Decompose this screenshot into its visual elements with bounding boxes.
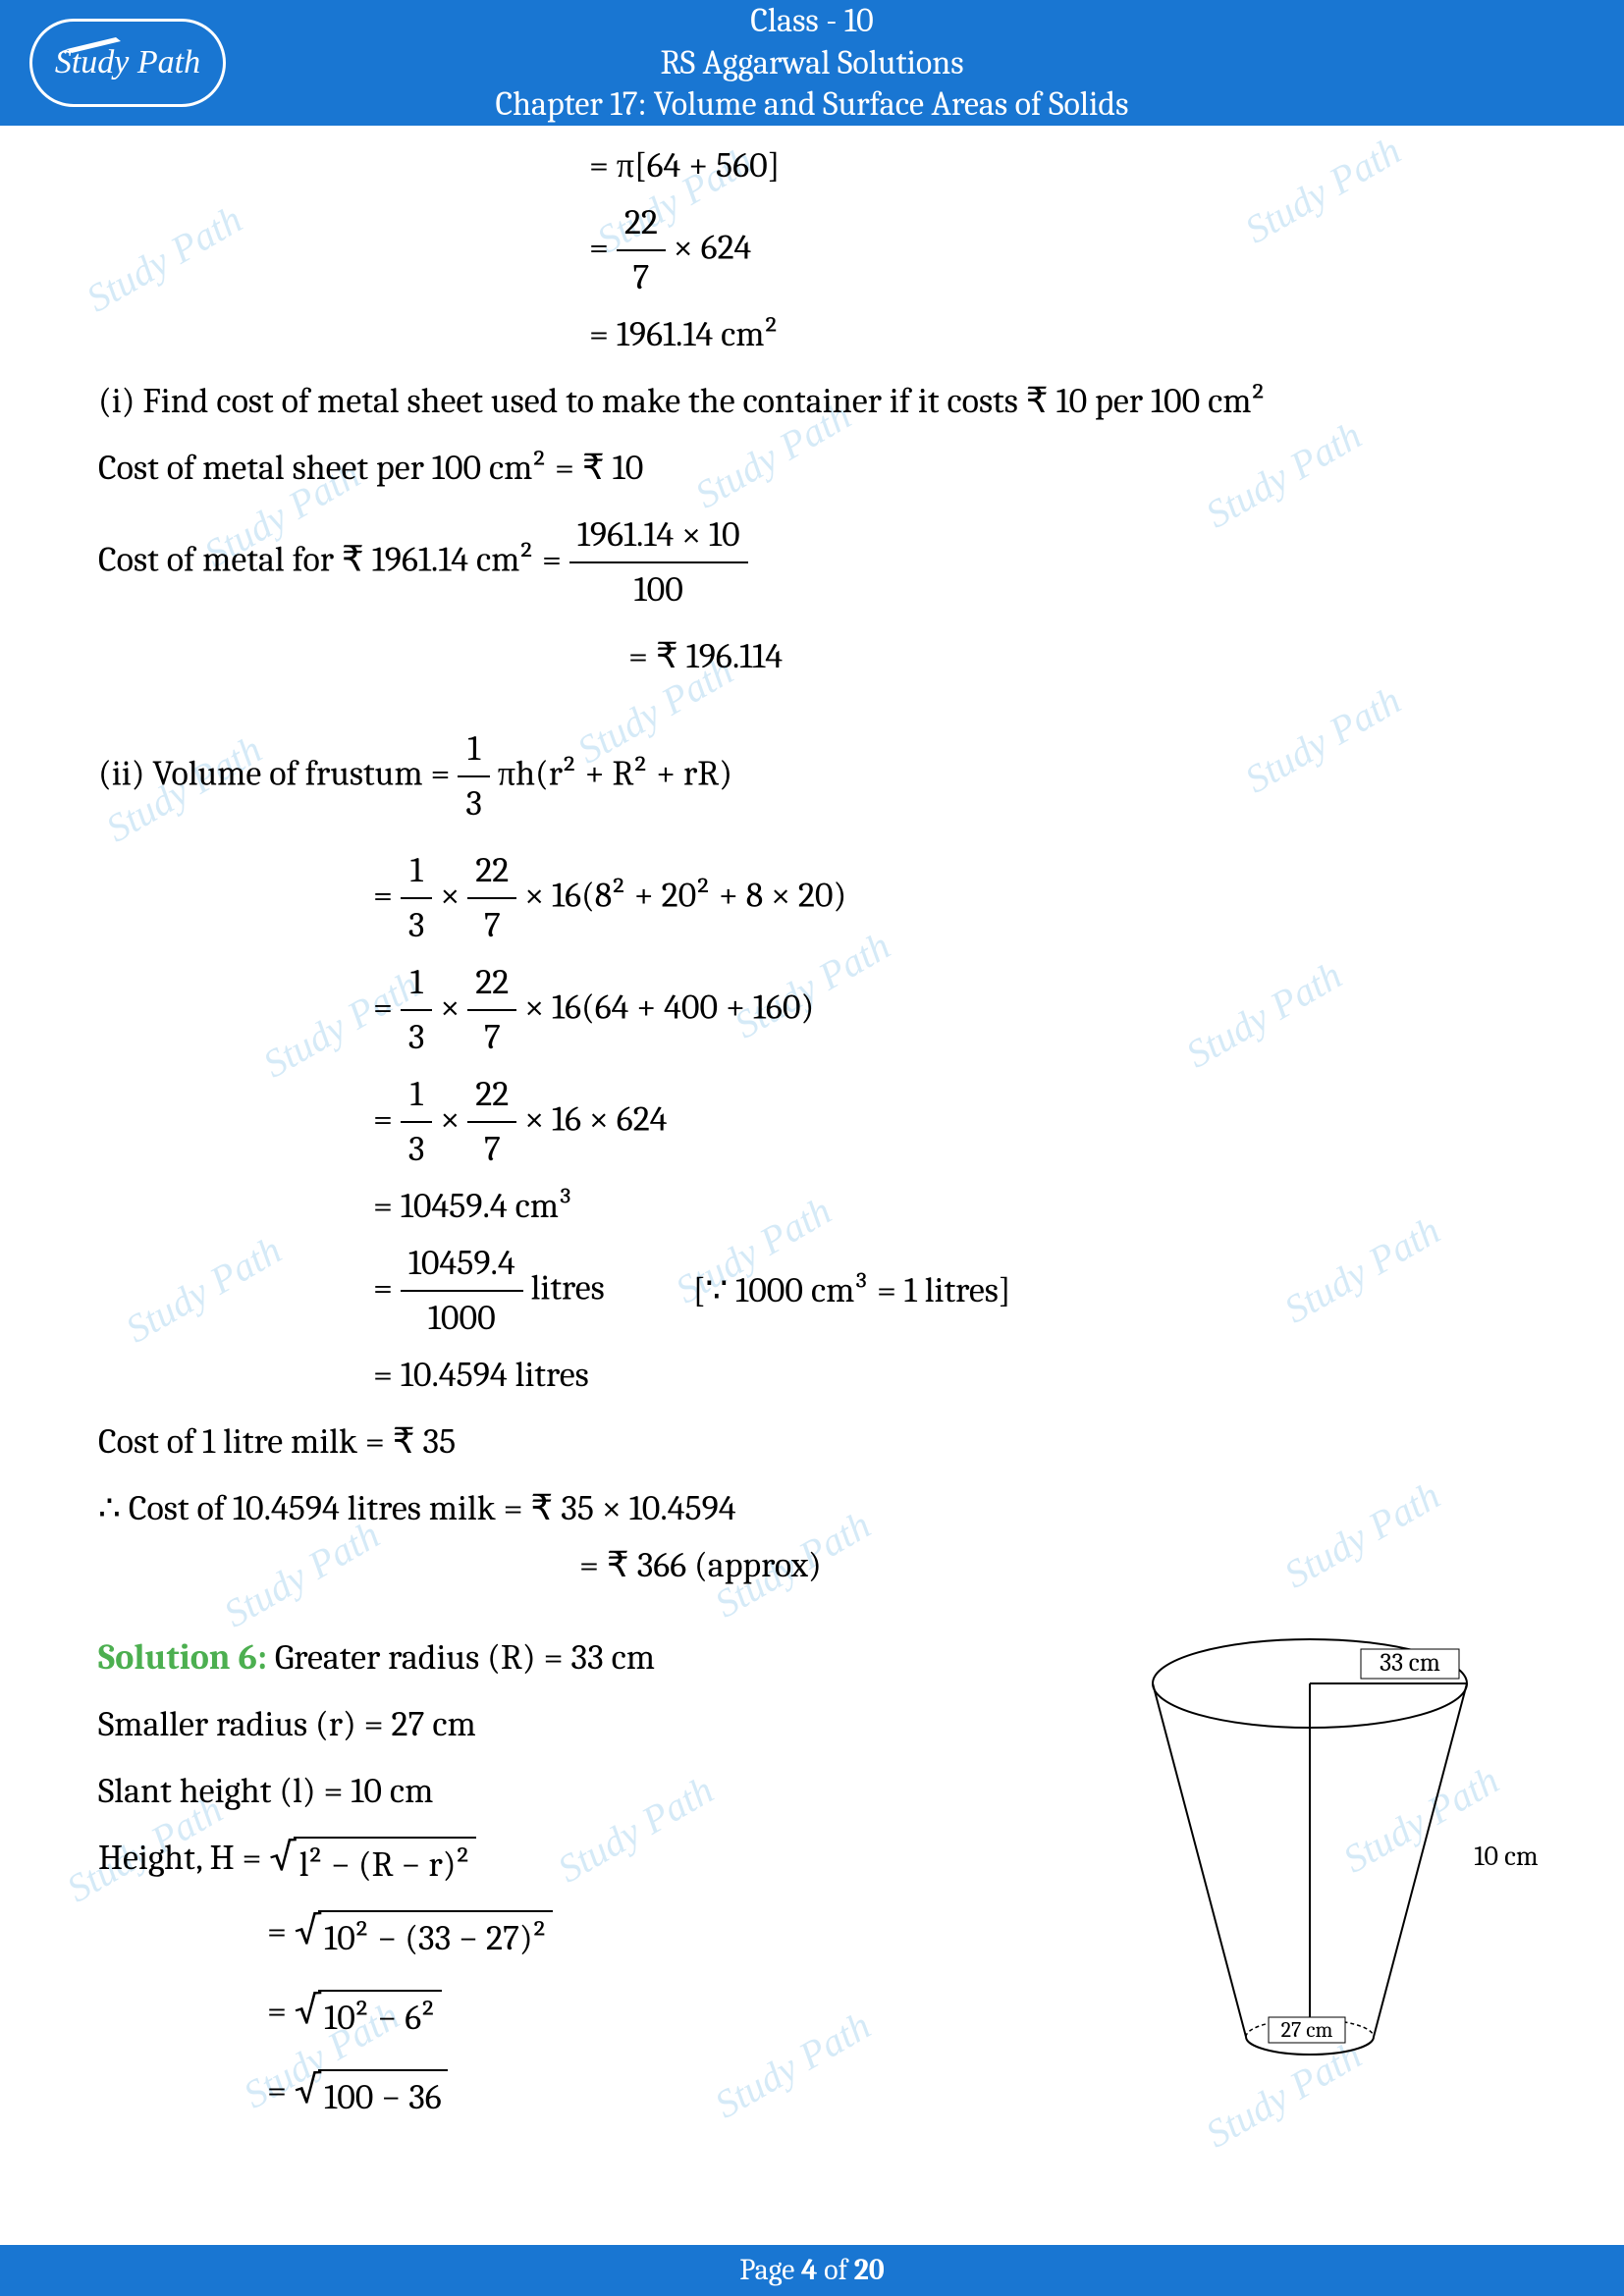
equation-line: = ₹ 366 (approx) (579, 1539, 1526, 1592)
milk-cost-line: Cost of 1 litre milk = ₹ 35 (98, 1415, 1526, 1468)
header-chapter: Chapter 17: Volume and Surface Areas of … (226, 83, 1398, 126)
part-i-text: (i) Find cost of metal sheet used to mak… (98, 375, 1526, 428)
part-ii-line: (ii) Volume of frustum = 13 πh(r² + R² +… (98, 722, 1526, 830)
frustum-diagram: 33 cm 10 cm 27 cm (1133, 1625, 1545, 2096)
equation-line: = 13 × 227 × 16(8² + 20² + 8 × 20) (373, 844, 1526, 952)
page-current: 4 (801, 2253, 818, 2287)
equation-line: = 13 × 227 × 16(64 + 400 + 160) (373, 956, 1526, 1064)
equation-line: = 10459.41000 litres [∵ 1000 cm³ = 1 lit… (373, 1237, 1526, 1345)
diagram-label-right: 10 cm (1474, 1841, 1539, 1872)
header-title-block: Class - 10 RS Aggarwal Solutions Chapter… (226, 0, 1595, 126)
milk-cost-line: ∴ Cost of 10.4594 litres milk = ₹ 35 × 1… (98, 1482, 1526, 1535)
equation-line: = 227 × 624 (589, 196, 1526, 304)
equation-line: = 13 × 227 × 16 × 624 (373, 1068, 1526, 1176)
equation-line: = 10459.4 cm³ (373, 1180, 1526, 1233)
cost-line: Cost of metal for ₹ 1961.14 cm² = 1961.1… (98, 508, 1526, 616)
equation-line: = π[64 + 560] (589, 139, 1526, 192)
equation-line: = 10.4594 litres (373, 1349, 1526, 1402)
page-total: 20 (854, 2253, 885, 2287)
fraction: 227 (617, 196, 666, 304)
pen-icon (62, 29, 131, 54)
fraction: 1961.14 × 10100 (569, 508, 748, 616)
page-footer: Page 4 of 20 (0, 2245, 1624, 2296)
header-class: Class - 10 (226, 0, 1398, 42)
studypath-logo: Study Path (29, 19, 226, 107)
equation-line: = 1961.14 cm² (589, 308, 1526, 361)
equation-line: = ₹ 196.114 (628, 630, 1526, 683)
sqrt: √l² − (R − r)² (269, 1837, 476, 1892)
page-header: Study Path Class - 10 RS Aggarwal Soluti… (0, 0, 1624, 126)
cost-line: Cost of metal sheet per 100 cm² = ₹ 10 (98, 442, 1526, 495)
fraction: 13 (458, 722, 490, 830)
header-book: RS Aggarwal Solutions (226, 42, 1398, 84)
note-text: [∵ 1000 cm³ = 1 litres] (693, 1264, 1011, 1317)
solution-label: Solution 6: (98, 1637, 267, 1678)
diagram-label-bottom: 27 cm (1281, 2017, 1333, 2043)
diagram-label-top: 33 cm (1380, 1648, 1440, 1678)
